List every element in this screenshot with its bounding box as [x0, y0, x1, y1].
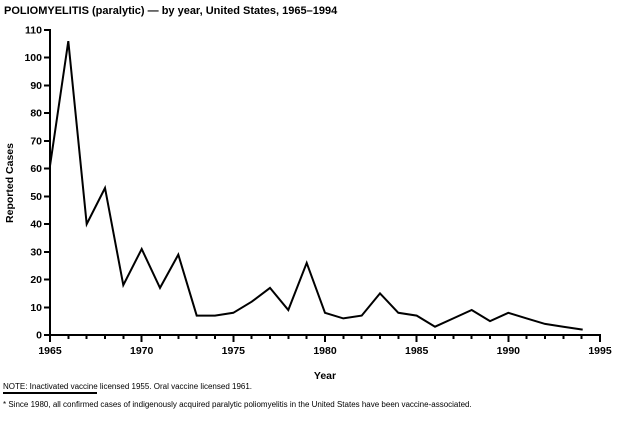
reported-cases-line	[48, 40, 583, 331]
y-tick-label: 60	[30, 163, 42, 175]
y-tick-label: 100	[24, 52, 42, 64]
x-tick-label: 1970	[130, 345, 154, 357]
x-tick-label: 1985	[405, 345, 429, 357]
y-tick-label: 80	[30, 108, 42, 120]
x-tick-label: 1975	[222, 345, 246, 357]
x-axis-title: Year	[314, 370, 336, 382]
y-tick-label: 90	[30, 80, 42, 92]
x-tick-label: 1980	[313, 345, 337, 357]
y-tick-label: 0	[36, 330, 42, 342]
y-tick-label: 20	[30, 274, 42, 286]
y-tick-label: 50	[30, 191, 42, 203]
y-tick-label: 30	[30, 246, 42, 258]
x-tick-label: 1965	[38, 345, 62, 357]
y-axis-title: Reported Cases	[4, 143, 16, 223]
y-tick-label: 70	[30, 135, 42, 147]
x-tick-label: 1995	[588, 345, 612, 357]
figure-title: POLIOMYELITIS (paralytic) — by year, Uni…	[4, 5, 338, 17]
y-tick-label: 110	[25, 25, 42, 37]
footnote-text: * Since 1980, all confirmed cases of ind…	[3, 400, 472, 409]
y-tick-label: 10	[30, 302, 42, 314]
x-tick-label: 1990	[497, 345, 521, 357]
note-text: NOTE: Inactivated vaccine licensed 1955.…	[3, 382, 252, 391]
y-tick-label: 40	[30, 219, 42, 231]
plot-area: 0 10 20 30 40 50 60 70 80 90 100 110 1965 1970 1975 198…	[24, 25, 611, 358]
